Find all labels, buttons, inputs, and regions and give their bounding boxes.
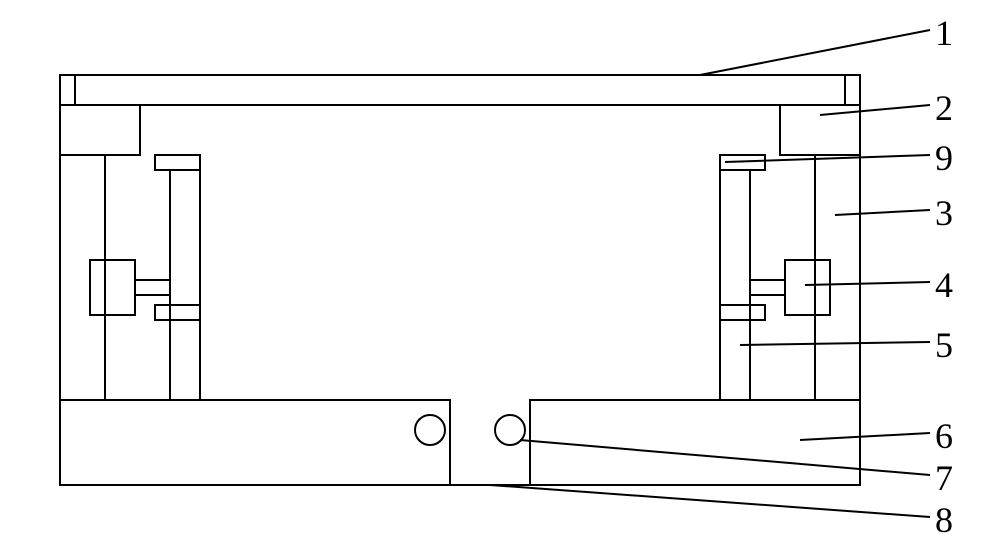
diagram-svg [0, 0, 1000, 525]
label-3: 3 [935, 192, 953, 234]
part-5-right [720, 305, 765, 320]
part-3-right [815, 155, 860, 400]
part-4-left [90, 260, 135, 315]
leader-1 [700, 30, 930, 75]
label-9: 9 [935, 137, 953, 179]
part-6-right [530, 400, 860, 485]
leader-5 [740, 342, 930, 345]
part-2-left [60, 105, 140, 155]
part-upright-right [720, 170, 750, 400]
part-7-left [415, 415, 445, 445]
part-4-right [785, 260, 830, 315]
part-5-left [155, 305, 200, 320]
leader-6 [800, 433, 930, 440]
label-2: 2 [935, 87, 953, 129]
label-8: 8 [935, 499, 953, 541]
label-1: 1 [935, 12, 953, 54]
leader-2 [820, 105, 930, 115]
part-connector-left [135, 280, 170, 295]
leader-8 [490, 485, 930, 517]
part-connector-right [750, 280, 785, 295]
label-5: 5 [935, 324, 953, 366]
part-3-left [60, 155, 105, 400]
part-6-left [60, 400, 450, 485]
part-1 [75, 75, 845, 105]
part-upright-left [170, 170, 200, 400]
leader-9 [725, 155, 930, 162]
part-9-left [155, 155, 200, 170]
label-7: 7 [935, 457, 953, 499]
label-4: 4 [935, 264, 953, 306]
leader-7 [520, 440, 930, 475]
leader-3 [835, 210, 930, 215]
label-6: 6 [935, 415, 953, 457]
part-outer [60, 75, 860, 485]
leader-4 [805, 282, 930, 285]
